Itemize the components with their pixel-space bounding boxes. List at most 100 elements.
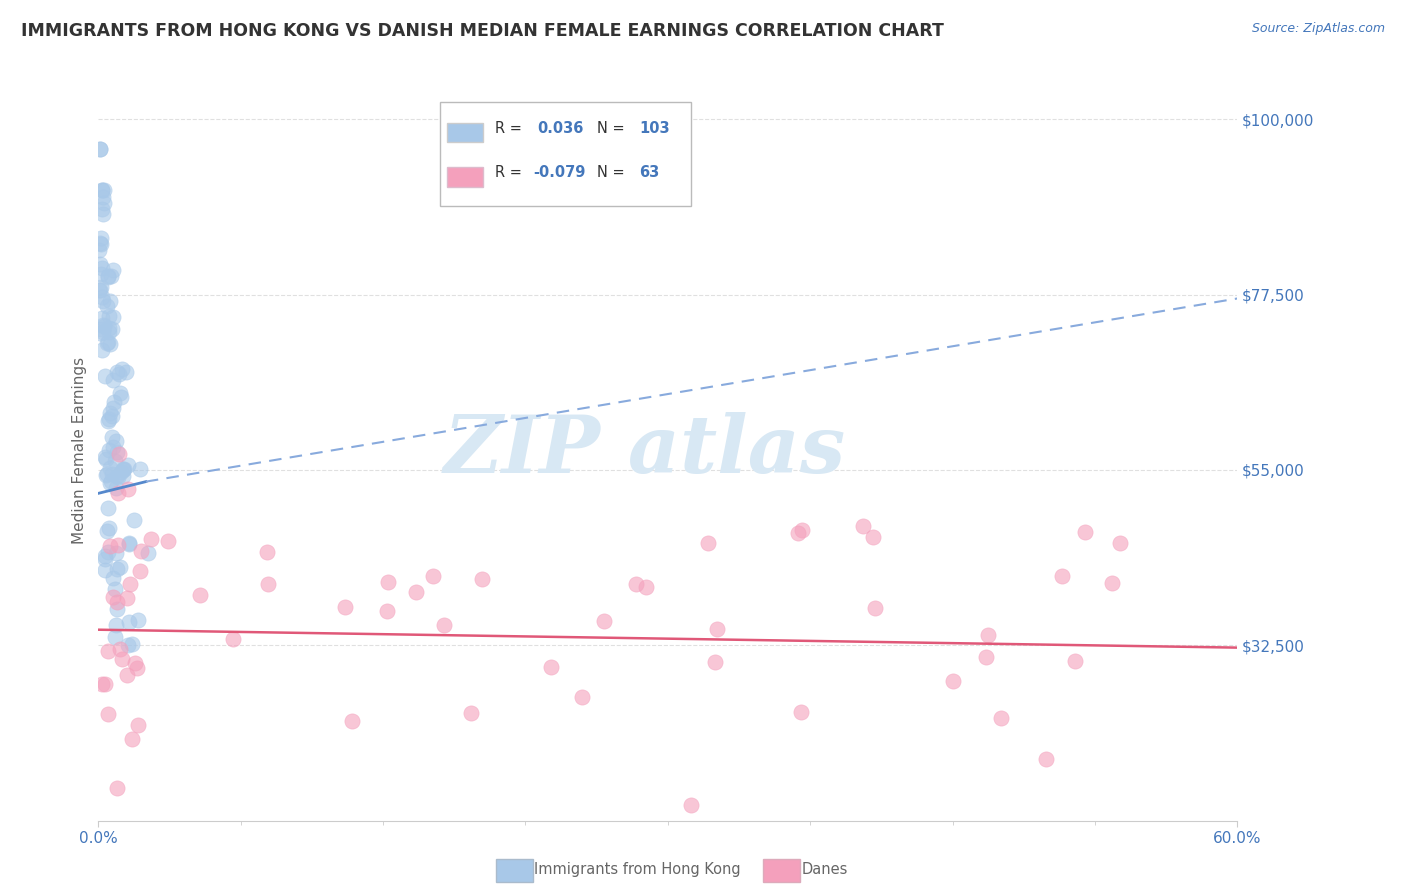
Point xyxy=(98,310,121,324)
Point xyxy=(101,590,124,604)
Point xyxy=(335,599,357,614)
Point xyxy=(103,631,125,645)
Point xyxy=(1101,575,1123,590)
Point xyxy=(94,552,117,566)
Point xyxy=(89,283,111,297)
Point xyxy=(104,582,127,596)
Point xyxy=(117,482,139,496)
Point xyxy=(101,430,124,444)
Point xyxy=(97,500,120,515)
Point xyxy=(1035,752,1057,766)
Point xyxy=(96,467,118,482)
Point xyxy=(101,373,124,387)
Point xyxy=(91,318,114,333)
Point xyxy=(377,575,399,590)
Point xyxy=(121,637,143,651)
Point xyxy=(942,674,965,689)
Point xyxy=(863,601,886,615)
Point xyxy=(93,549,115,563)
Point xyxy=(121,731,143,746)
Point xyxy=(89,142,111,156)
Point xyxy=(433,618,456,632)
Text: N =: N = xyxy=(598,121,624,136)
Point xyxy=(107,470,129,484)
Point xyxy=(97,269,120,284)
Point xyxy=(101,571,124,585)
Point xyxy=(460,706,482,721)
Point xyxy=(188,588,211,602)
Point xyxy=(222,632,245,647)
Point xyxy=(108,641,131,656)
FancyBboxPatch shape xyxy=(447,167,484,186)
Point xyxy=(89,326,111,340)
Point xyxy=(89,142,111,156)
Point xyxy=(117,615,139,630)
Point xyxy=(540,659,562,673)
Point xyxy=(706,622,728,636)
Point xyxy=(98,412,121,426)
Point xyxy=(93,677,115,691)
Point xyxy=(112,462,135,476)
Text: N =: N = xyxy=(598,165,624,180)
Point xyxy=(141,533,163,547)
Point xyxy=(98,293,121,308)
Point xyxy=(112,469,135,483)
Point xyxy=(990,711,1012,725)
Point xyxy=(90,260,112,275)
Text: -0.079: -0.079 xyxy=(533,165,586,180)
Point xyxy=(100,475,122,489)
Point xyxy=(792,523,814,537)
Point xyxy=(90,279,112,293)
Point xyxy=(110,560,132,574)
Point xyxy=(1073,525,1095,540)
Point xyxy=(696,536,718,550)
Point xyxy=(105,618,128,632)
Point xyxy=(105,481,128,495)
Point xyxy=(115,668,138,682)
Point xyxy=(852,519,875,533)
Point xyxy=(105,562,128,576)
Point xyxy=(89,236,111,251)
Point xyxy=(100,406,122,420)
Point xyxy=(122,513,145,527)
Point xyxy=(93,196,115,211)
Point xyxy=(111,361,134,376)
Point xyxy=(94,563,117,577)
Point xyxy=(110,390,132,404)
Text: Immigrants from Hong Kong: Immigrants from Hong Kong xyxy=(534,863,741,877)
Text: Danes: Danes xyxy=(801,863,848,877)
Text: 63: 63 xyxy=(640,165,659,180)
Point xyxy=(98,460,121,475)
Point xyxy=(256,545,278,559)
Point xyxy=(97,270,120,285)
Point xyxy=(96,452,118,467)
Point xyxy=(100,322,122,336)
Text: R =: R = xyxy=(495,165,522,180)
Point xyxy=(97,335,120,350)
Point xyxy=(107,447,129,461)
Point xyxy=(129,564,152,578)
FancyBboxPatch shape xyxy=(447,123,484,143)
Point xyxy=(89,283,111,297)
Point xyxy=(118,577,141,591)
Point xyxy=(124,656,146,670)
Point xyxy=(103,310,125,324)
Point xyxy=(90,237,112,252)
Y-axis label: Median Female Earnings: Median Female Earnings xyxy=(72,357,87,544)
Point xyxy=(634,580,657,594)
Point xyxy=(101,440,124,454)
Point xyxy=(127,718,149,732)
Point xyxy=(97,545,120,559)
Point xyxy=(97,321,120,335)
Point xyxy=(105,468,128,483)
Point xyxy=(105,595,128,609)
Point xyxy=(105,780,128,795)
Point xyxy=(405,585,427,599)
Point xyxy=(110,466,132,480)
Point xyxy=(128,461,150,475)
Point xyxy=(98,521,121,535)
Point xyxy=(108,367,131,381)
Point xyxy=(91,183,114,197)
Point xyxy=(112,461,135,475)
Point xyxy=(93,368,115,383)
